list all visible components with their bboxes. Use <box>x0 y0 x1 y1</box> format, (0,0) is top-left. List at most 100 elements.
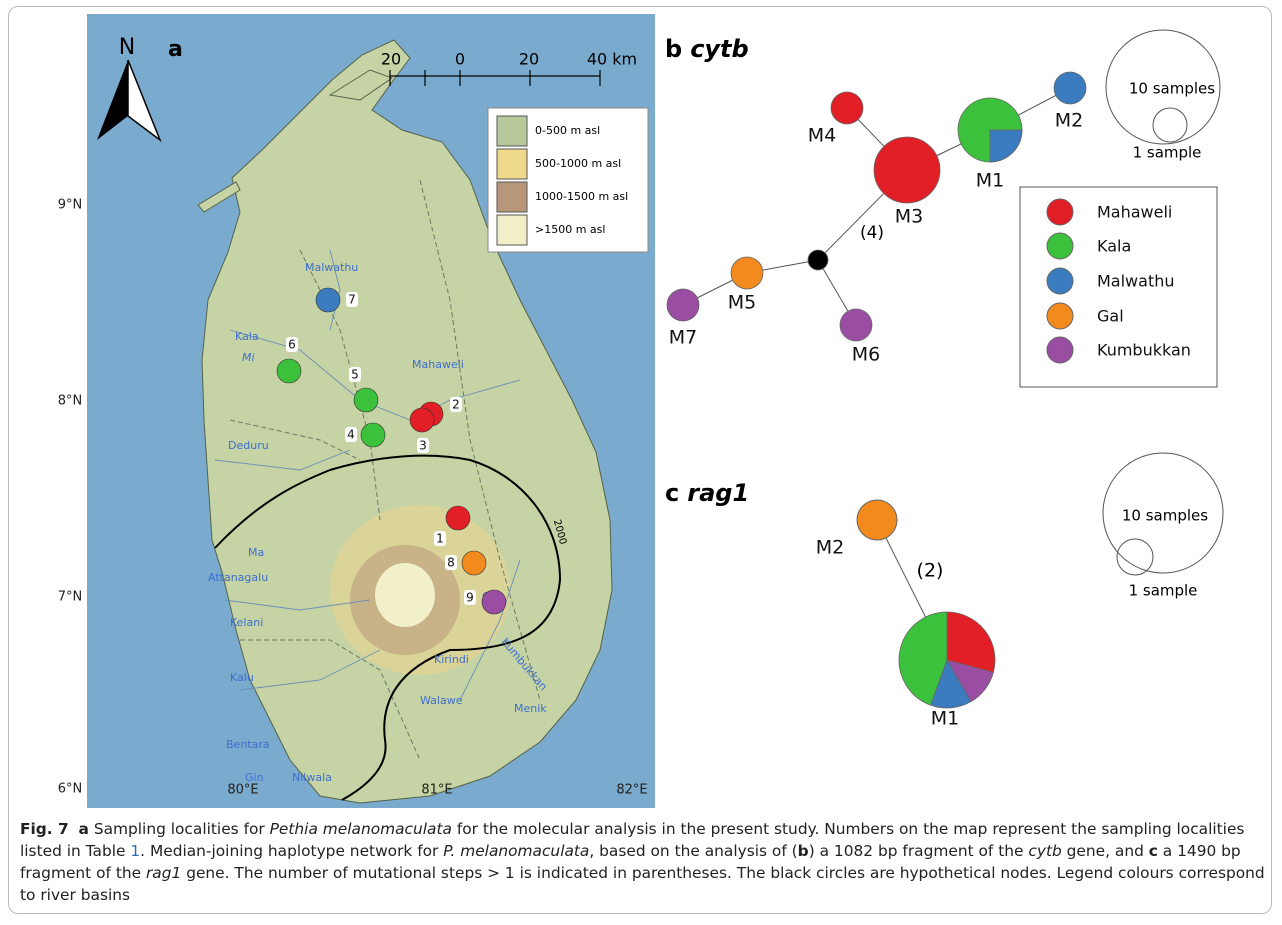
step-count: (4) <box>860 223 884 243</box>
island <box>201 39 613 804</box>
site-label: 9 <box>466 591 474 605</box>
scale-label: 0 <box>455 50 465 69</box>
panel-label: a <box>168 37 183 62</box>
haplotype-label: M2 <box>816 537 844 559</box>
figure-frame <box>8 6 1272 914</box>
legend-label: Mahaweli <box>1097 203 1172 222</box>
legend-label: Kumbukkan <box>1097 341 1191 360</box>
size-legend-label: 10 samples <box>1122 507 1208 525</box>
size-legend-circle <box>1102 452 1224 574</box>
panel-label: c rag1 <box>665 479 749 507</box>
gene-name: cytb <box>690 35 749 63</box>
site-marker <box>276 358 302 384</box>
legend-swatch <box>1046 232 1074 260</box>
river-label: Ma <box>248 546 264 559</box>
size-legend-circle <box>1116 538 1154 576</box>
caption-part: b <box>797 842 809 860</box>
caption-part: a 1490 bp fragment of the <box>20 842 1246 882</box>
elevation-swatch <box>496 115 528 147</box>
site-label: 3 <box>419 439 427 453</box>
river-label: Gin <box>245 771 264 784</box>
caption-part: cytb <box>1028 842 1062 860</box>
caption: Fig. 7 a Sampling localities for Pethia … <box>20 818 1265 906</box>
caption-part: for the molecular analysis in the presen… <box>20 820 1250 860</box>
mannar-island <box>197 181 241 213</box>
caption-part[interactable]: 1 <box>130 842 141 860</box>
haplotype-node <box>730 256 764 290</box>
jaffna-peninsula <box>328 69 394 101</box>
caption-part: gene, and <box>1061 842 1149 860</box>
caption-part: Fig. 7 <box>20 820 69 838</box>
size-legend-label: 1 sample <box>1129 582 1198 600</box>
river-label: Nilwala <box>292 771 332 784</box>
step-count: (2) <box>917 560 944 582</box>
river-label: Kirindi <box>434 653 469 666</box>
size-legend-label: 10 samples <box>1129 80 1215 98</box>
caption-part: ) a 1082 bp fragment of the <box>808 842 1029 860</box>
north-arrow-right <box>127 59 162 143</box>
site-label: 1 <box>436 532 444 546</box>
haplotype-label: M1 <box>976 170 1004 192</box>
haplotype-pie <box>898 611 996 709</box>
site-label: 7 <box>348 293 356 307</box>
site-label: 8 <box>447 556 455 570</box>
elevation-label: 1000-1500 m asl <box>535 190 628 203</box>
river-label: Deduru <box>228 439 269 452</box>
contour-2000 <box>214 454 562 801</box>
haplotype-label: M4 <box>808 125 836 147</box>
site-marker <box>481 589 507 615</box>
figure: 2000 N a 20 0 20 40 km 0-500 m asl 500-1… <box>58 14 1224 808</box>
haplotype-label: M6 <box>852 344 880 366</box>
elevation-label: 0-500 m asl <box>535 124 600 137</box>
scale-label: 20 <box>381 50 401 69</box>
caption-part: c <box>1148 842 1158 860</box>
site-marker <box>461 550 487 576</box>
scale-bar <box>389 70 601 86</box>
site-label-boxes <box>286 292 476 605</box>
site-marker <box>353 387 379 413</box>
site-label: 6 <box>288 338 296 352</box>
river-label: Menik <box>514 702 547 715</box>
lat-label: 9°N <box>58 198 83 213</box>
scale-label: 40 km <box>587 50 637 69</box>
elevation-swatch <box>496 148 528 180</box>
size-legend-circle <box>1105 29 1221 145</box>
river-label: Kelani <box>230 616 263 629</box>
haplotype-node <box>1053 71 1087 105</box>
caption-part: gene. The number of mutational steps > 1… <box>20 864 1270 904</box>
caption-part: Sampling localities for <box>88 820 270 838</box>
haplotype-label: M5 <box>728 292 756 314</box>
size-legend-circle <box>1152 107 1188 143</box>
panel-letter: c <box>665 479 679 507</box>
pie-slice <box>898 611 948 706</box>
haplotype-slice <box>989 129 1023 163</box>
site-marker <box>409 407 435 433</box>
gene-name: rag1 <box>687 479 749 507</box>
size-legend-label: 1 sample <box>1133 144 1202 162</box>
lat-label: 7°N <box>58 590 83 605</box>
legend-label: Malwathu <box>1097 272 1175 291</box>
caption-part: . Median-joining haplotype network for <box>140 842 444 860</box>
haplotype-node <box>830 91 864 125</box>
basin-boundaries <box>229 179 541 761</box>
lat-label: 8°N <box>58 394 83 409</box>
haplotype-label: M2 <box>1055 110 1083 132</box>
elevation-label: >1500 m asl <box>535 223 605 236</box>
panel-label: b cytb <box>665 35 749 63</box>
legend-swatch <box>1046 198 1074 226</box>
river-label: Malwathu <box>305 261 358 274</box>
haplotype-node <box>666 288 700 322</box>
lat-label: 6°N <box>58 782 83 797</box>
elevation-swatch <box>496 181 528 213</box>
scale-label: 20 <box>519 50 539 69</box>
river-label: Attanagalu <box>208 571 268 584</box>
legend-label: Kala <box>1097 237 1131 256</box>
pie-slice <box>946 611 996 673</box>
haplotype-node <box>873 136 941 204</box>
caption-part: Pethia melanomaculata <box>269 820 452 838</box>
river-label: Mahaweli <box>412 358 464 371</box>
hypothetical-node <box>807 249 829 271</box>
site-markers <box>276 287 507 615</box>
caption-part: P. melanomaculata <box>443 842 590 860</box>
